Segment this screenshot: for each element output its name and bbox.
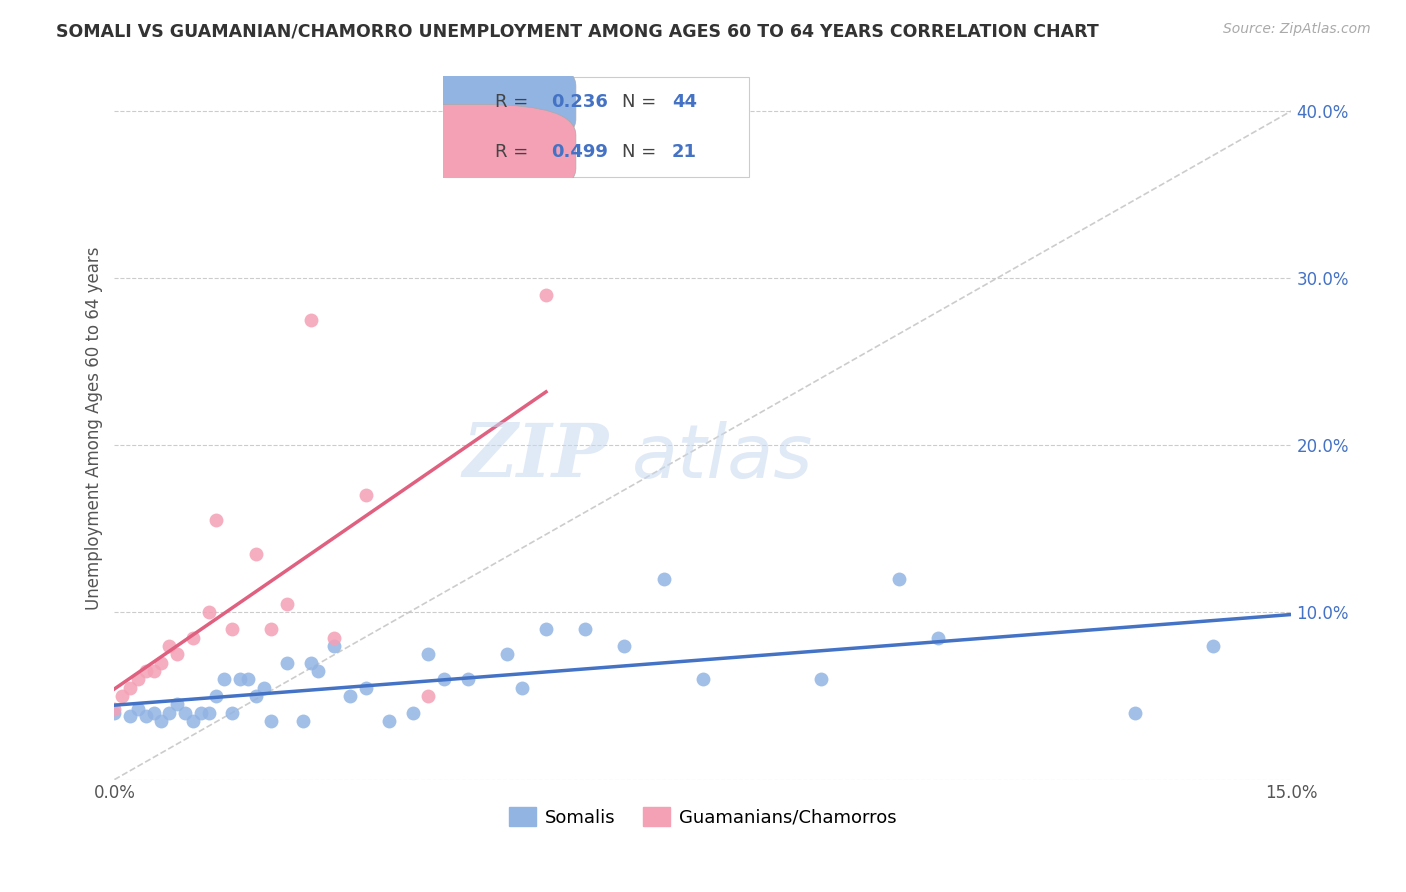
- Text: ZIP: ZIP: [463, 420, 609, 493]
- Point: [166, 647, 188, 661]
- Point: [221, 622, 243, 636]
- Point: [354, 681, 377, 695]
- Point: [276, 597, 298, 611]
- Point: [401, 706, 423, 720]
- Point: [245, 689, 267, 703]
- Point: [205, 513, 228, 527]
- Point: [323, 631, 346, 645]
- FancyBboxPatch shape: [360, 104, 576, 199]
- Point: [142, 664, 165, 678]
- Point: [339, 689, 361, 703]
- Point: [299, 656, 322, 670]
- Point: [135, 664, 157, 678]
- Point: [197, 706, 219, 720]
- Text: 44: 44: [672, 94, 697, 112]
- Text: R =: R =: [495, 143, 534, 161]
- Point: [120, 709, 142, 723]
- Point: [229, 673, 252, 687]
- Point: [276, 656, 298, 670]
- Point: [103, 702, 125, 716]
- Point: [323, 639, 346, 653]
- Text: N =: N =: [623, 94, 662, 112]
- FancyBboxPatch shape: [446, 77, 749, 178]
- Point: [495, 647, 517, 661]
- Point: [157, 706, 180, 720]
- Point: [692, 673, 714, 687]
- Point: [245, 547, 267, 561]
- Point: [236, 673, 259, 687]
- Point: [378, 714, 401, 728]
- Point: [197, 606, 219, 620]
- Point: [574, 622, 596, 636]
- Point: [111, 689, 134, 703]
- Point: [127, 673, 149, 687]
- Point: [260, 622, 283, 636]
- Point: [150, 714, 173, 728]
- Point: [252, 681, 274, 695]
- Point: [181, 631, 204, 645]
- Point: [927, 631, 949, 645]
- Point: [534, 287, 557, 301]
- Point: [354, 488, 377, 502]
- Point: [135, 709, 157, 723]
- Text: atlas: atlas: [633, 421, 814, 492]
- Point: [418, 647, 440, 661]
- Point: [127, 702, 149, 716]
- Point: [512, 681, 534, 695]
- Point: [299, 313, 322, 327]
- Point: [652, 572, 675, 586]
- Point: [120, 681, 142, 695]
- Point: [307, 664, 329, 678]
- Point: [221, 706, 243, 720]
- Point: [1123, 706, 1146, 720]
- Point: [457, 673, 479, 687]
- Point: [190, 706, 212, 720]
- Point: [103, 706, 125, 720]
- Point: [166, 698, 188, 712]
- Point: [260, 714, 283, 728]
- Point: [887, 572, 910, 586]
- Text: 21: 21: [672, 143, 697, 161]
- FancyBboxPatch shape: [360, 55, 576, 150]
- Text: 0.499: 0.499: [551, 143, 607, 161]
- Point: [613, 639, 636, 653]
- Text: N =: N =: [623, 143, 662, 161]
- Point: [534, 622, 557, 636]
- Point: [810, 673, 832, 687]
- Y-axis label: Unemployment Among Ages 60 to 64 years: Unemployment Among Ages 60 to 64 years: [86, 247, 103, 610]
- Point: [157, 639, 180, 653]
- Point: [205, 689, 228, 703]
- Legend: Somalis, Guamanians/Chamorros: Somalis, Guamanians/Chamorros: [502, 800, 904, 834]
- Point: [1202, 639, 1225, 653]
- Point: [214, 673, 236, 687]
- Text: Source: ZipAtlas.com: Source: ZipAtlas.com: [1223, 22, 1371, 37]
- Text: 0.236: 0.236: [551, 94, 607, 112]
- Text: SOMALI VS GUAMANIAN/CHAMORRO UNEMPLOYMENT AMONG AGES 60 TO 64 YEARS CORRELATION : SOMALI VS GUAMANIAN/CHAMORRO UNEMPLOYMEN…: [56, 22, 1099, 40]
- Point: [174, 706, 197, 720]
- Point: [150, 656, 173, 670]
- Text: R =: R =: [495, 94, 534, 112]
- Point: [418, 689, 440, 703]
- Point: [181, 714, 204, 728]
- Point: [291, 714, 314, 728]
- Point: [433, 673, 456, 687]
- Point: [142, 706, 165, 720]
